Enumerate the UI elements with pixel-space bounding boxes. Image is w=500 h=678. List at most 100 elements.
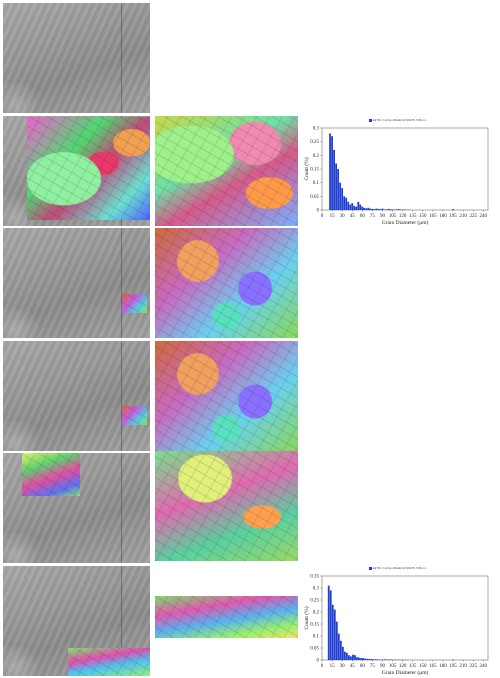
x-tick-label: 105 bbox=[389, 214, 397, 219]
x-tick-label: 45 bbox=[350, 664, 356, 669]
histogram-bar bbox=[343, 651, 346, 660]
histogram-bar bbox=[354, 655, 356, 660]
x-tick-label: 150 bbox=[419, 664, 427, 669]
ebsd-map-row3 bbox=[155, 228, 298, 338]
legend-label: ssl761 Cw:Iso Mesh16 StitOS 5 Pts=1 bbox=[372, 566, 427, 570]
histogram-bar bbox=[368, 659, 370, 660]
y-tick-label: 0.25 bbox=[310, 140, 319, 145]
histogram-bar bbox=[377, 208, 380, 210]
x-tick-label: 165 bbox=[429, 214, 437, 219]
histogram-bar bbox=[355, 206, 358, 210]
x-tick-label: 0 bbox=[321, 214, 324, 219]
chart-legend-2: ssl761 Cw:Iso Mesh16 StitOS 5 Pts=1 bbox=[300, 566, 495, 570]
y-tick-label: 0.15 bbox=[310, 168, 319, 173]
histogram-bar bbox=[345, 197, 348, 210]
histogram-bar bbox=[347, 655, 350, 660]
x-tick-label: 60 bbox=[360, 214, 366, 219]
histogram-bar bbox=[375, 208, 378, 210]
histogram-bar bbox=[379, 209, 382, 210]
histogram-bar bbox=[397, 209, 400, 210]
histogram-bar bbox=[345, 652, 348, 660]
histogram-bar bbox=[352, 654, 354, 660]
x-tick-label: 210 bbox=[459, 214, 467, 219]
histogram-bar bbox=[362, 658, 364, 660]
y-tick-label: 0.25 bbox=[310, 599, 319, 604]
y-axis-label: Count (%) bbox=[303, 157, 310, 180]
histogram-bar bbox=[389, 209, 392, 210]
histogram-bar bbox=[331, 604, 334, 660]
y-tick-label: 0.1 bbox=[313, 635, 320, 640]
histogram-bar bbox=[331, 136, 333, 210]
x-tick-label: 120 bbox=[399, 214, 407, 219]
histogram-bar bbox=[347, 201, 350, 210]
histogram-bar bbox=[337, 169, 340, 210]
histogram-bar bbox=[385, 209, 388, 210]
histogram-bar bbox=[452, 209, 454, 210]
histogram-bar bbox=[327, 585, 330, 660]
chart-legend-1: ssl761 Cw:Iso Mesh16 StitOS 5 Pts=1 bbox=[300, 118, 495, 122]
x-tick-label: 180 bbox=[439, 664, 447, 669]
plot-frame bbox=[321, 575, 489, 661]
histogram-bar bbox=[343, 196, 346, 210]
histogram-bar bbox=[339, 182, 342, 210]
histogram-bar bbox=[363, 207, 366, 210]
x-tick-label: 135 bbox=[409, 214, 417, 219]
y-tick-label: 0.05 bbox=[310, 647, 319, 652]
histogram-bar bbox=[369, 208, 372, 210]
histogram-bar bbox=[364, 658, 366, 660]
x-tick-label: 225 bbox=[469, 214, 477, 219]
x-tick-label: 210 bbox=[459, 664, 467, 669]
x-tick-label: 195 bbox=[449, 214, 457, 219]
histogram-bar bbox=[376, 659, 379, 660]
histogram-bar bbox=[329, 590, 332, 660]
histogram-bar bbox=[349, 656, 352, 660]
histogram-bar bbox=[333, 609, 336, 660]
y-tick-label: 0 bbox=[317, 209, 320, 214]
histogram-bar bbox=[341, 188, 344, 210]
x-tick-label: 240 bbox=[480, 214, 488, 219]
histogram-bar bbox=[341, 646, 344, 660]
grain-size-histogram-2: ssl761 Cw:Iso Mesh16 StitOS 5 Pts=1 0 0.0… bbox=[300, 566, 495, 676]
histogram-bar bbox=[383, 209, 386, 210]
y-tick-label: 0.2 bbox=[313, 154, 320, 159]
histogram-bar bbox=[367, 207, 370, 210]
histogram-bar bbox=[329, 133, 331, 210]
legend-label: ssl761 Cw:Iso Mesh16 StitOS 5 Pts=1 bbox=[372, 118, 427, 122]
ebsd-overlay-row5 bbox=[22, 453, 80, 496]
ebsd-overlay-row2 bbox=[27, 117, 150, 220]
histogram-bar bbox=[349, 204, 352, 210]
histogram-bar bbox=[339, 640, 342, 660]
y-tick-label: 0 bbox=[317, 659, 320, 664]
histogram-bar bbox=[335, 163, 338, 210]
ebsd-overlay-row3 bbox=[122, 294, 147, 313]
x-tick-label: 30 bbox=[340, 664, 346, 669]
ebsd-map-row6 bbox=[155, 596, 298, 638]
histogram-bar bbox=[366, 658, 368, 660]
histogram-bar bbox=[358, 657, 360, 660]
x-tick-label: 150 bbox=[419, 214, 427, 219]
x-tick-label: 195 bbox=[449, 664, 457, 669]
grain-size-histogram-1: ssl761 Cw:Iso Mesh16 StitOS 5 Pts=1 0 0.0… bbox=[300, 116, 495, 226]
histogram-svg-2: 00.050.10.150.20.250.30.350 15 30 45 60 75 90 1… bbox=[303, 575, 489, 676]
histogram-bar bbox=[381, 208, 384, 210]
x-tick-label: 105 bbox=[389, 664, 397, 669]
y-tick-label: 0.35 bbox=[310, 575, 319, 580]
sem-image-row1 bbox=[3, 3, 150, 113]
histogram-bar bbox=[399, 209, 402, 210]
ebsd-map-row2 bbox=[155, 116, 298, 226]
y-tick-label: 0.15 bbox=[310, 623, 319, 628]
x-axis-label: Grain Diameter (μm) bbox=[382, 219, 429, 226]
histogram-bar bbox=[395, 209, 398, 210]
legend-swatch bbox=[368, 118, 372, 122]
histogram-bar bbox=[353, 205, 356, 210]
y-tick-label: 0.05 bbox=[310, 195, 319, 200]
y-tick-label: 0.2 bbox=[313, 611, 320, 616]
x-tick-label: 120 bbox=[399, 664, 407, 669]
histogram-bar bbox=[360, 658, 362, 660]
histogram-bar bbox=[333, 149, 335, 210]
histogram-bar bbox=[387, 208, 390, 210]
histogram-bar bbox=[384, 659, 387, 660]
ebsd-overlay-row4 bbox=[122, 406, 147, 425]
x-tick-label: 180 bbox=[439, 214, 447, 219]
histogram-bar bbox=[361, 206, 364, 210]
